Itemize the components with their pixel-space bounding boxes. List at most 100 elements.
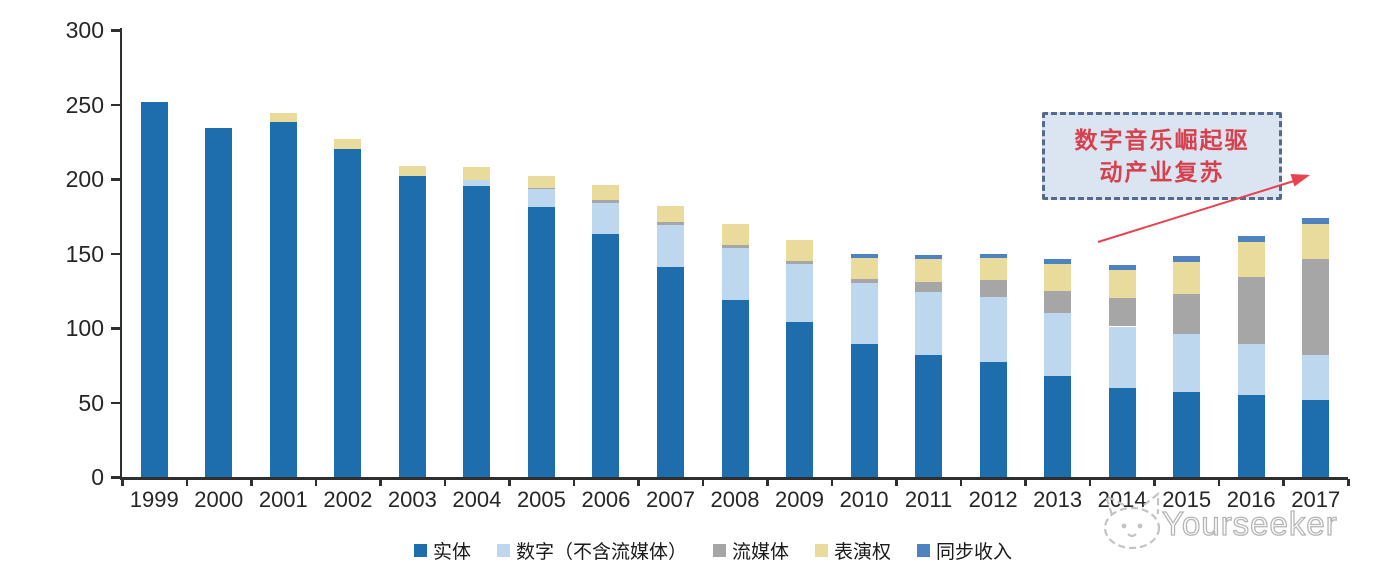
bar-segment-2002 <box>334 149 362 477</box>
x-axis-tick <box>185 479 189 486</box>
bar-segment-2005 <box>527 189 555 208</box>
x-axis-tick <box>1282 479 1285 486</box>
bar-segment-2009 <box>786 322 814 477</box>
y-axis-tick <box>111 29 120 32</box>
legend-swatch-icon <box>413 544 427 557</box>
x-tick-label: 1999 <box>129 487 179 512</box>
bar-segment-2003 <box>398 176 426 477</box>
bar-segment-2017 <box>1302 223 1330 260</box>
x-axis-tick <box>1024 479 1027 486</box>
x-tick-label: 2014 <box>1097 487 1147 512</box>
legend-label: 数字（不含流媒体） <box>515 542 687 563</box>
legend-item: 流媒体 <box>712 537 789 564</box>
bar-segment-2014 <box>1108 298 1136 327</box>
x-axis-tick <box>895 479 898 486</box>
bar-segment-2014 <box>1108 387 1136 477</box>
x-tick-label: 2017 <box>1291 487 1341 512</box>
x-axis-tick <box>701 479 705 486</box>
x-tick-label: 2012 <box>968 487 1018 512</box>
bar-segment-2016 <box>1237 241 1265 278</box>
x-axis-tick <box>379 479 382 486</box>
bar-segment-2010 <box>850 278 878 284</box>
bar-segment-2009 <box>786 240 814 261</box>
x-tick-label: 2000 <box>194 487 244 512</box>
bar-segment-2006 <box>592 184 620 200</box>
legend-label: 同步收入 <box>936 542 1013 563</box>
bar-segment-2014 <box>1108 265 1136 270</box>
bar-segment-2007 <box>656 205 684 223</box>
bar-segment-2013 <box>1044 375 1072 477</box>
bar-segment-2001 <box>269 122 297 477</box>
x-axis-tick <box>1217 479 1221 486</box>
bar-segment-2013 <box>1044 290 1072 314</box>
bar-segment-2000 <box>205 128 233 477</box>
bar-segment-2002 <box>334 138 362 150</box>
x-axis-tick <box>121 479 124 486</box>
x-axis-tick <box>766 479 769 486</box>
x-tick-label: 2004 <box>452 487 502 512</box>
bar-segment-2008 <box>721 247 749 300</box>
x-tick-label: 2016 <box>1226 487 1276 512</box>
x-tick-label: 2013 <box>1033 487 1083 512</box>
bar-segment-2004 <box>463 180 491 187</box>
bar-segment-2006 <box>592 202 620 235</box>
x-tick-label: 2003 <box>387 487 437 512</box>
legend-swatch-icon <box>815 544 828 557</box>
bar-segment-2011 <box>915 259 943 282</box>
bar-segment-2004 <box>463 186 491 477</box>
bar-segment-2016 <box>1237 395 1265 477</box>
x-tick-label: 2005 <box>516 487 566 512</box>
y-axis-tick <box>111 103 120 106</box>
y-tick-label: 150 <box>65 240 104 267</box>
bar-segment-2017 <box>1302 354 1330 400</box>
bar-segment-2014 <box>1108 326 1136 388</box>
bar-segment-2007 <box>656 225 684 267</box>
y-tick-label: 0 <box>91 464 104 490</box>
legend-item: 数字（不含流媒体） <box>496 537 687 564</box>
x-axis-tick <box>443 479 447 486</box>
bar-segment-2012 <box>979 362 1007 477</box>
x-tick-label: 2009 <box>775 487 824 512</box>
x-axis-tick <box>572 479 576 486</box>
y-axis <box>119 28 122 480</box>
bar-segment-2008 <box>721 299 749 477</box>
x-tick-label: 2011 <box>904 487 953 512</box>
bar-segment-2012 <box>979 296 1007 363</box>
y-tick-label: 200 <box>65 166 104 192</box>
bar-segment-2015 <box>1173 293 1201 334</box>
x-tick-label: 2010 <box>839 487 889 512</box>
y-tick-label: 100 <box>65 315 104 341</box>
x-axis <box>119 477 1348 480</box>
y-axis-tick <box>111 327 120 330</box>
annotation-text-line1: 数字音乐崛起驱 <box>1074 127 1250 153</box>
bar-segment-2015 <box>1173 262 1201 294</box>
bar-segment-2010 <box>850 283 878 345</box>
x-axis-tick <box>1088 479 1092 486</box>
bar-segment-2017 <box>1302 217 1330 224</box>
bar-segment-2015 <box>1173 392 1201 477</box>
bar-segment-2012 <box>979 280 1007 297</box>
x-tick-label: 2001 <box>258 487 308 512</box>
y-axis-tick <box>111 178 120 181</box>
bar-segment-2006 <box>592 234 620 477</box>
bar-segment-2017 <box>1302 399 1330 477</box>
bar-segment-2001 <box>269 113 297 123</box>
bar-segment-2012 <box>979 253 1007 258</box>
bar-segment-2013 <box>1044 263 1072 291</box>
legend-label: 流媒体 <box>731 542 789 563</box>
y-axis-tick <box>111 252 120 255</box>
bar-segment-2010 <box>850 344 878 477</box>
x-axis-tick <box>1153 479 1156 486</box>
bar-segment-2017 <box>1302 259 1330 355</box>
x-tick-label: 2002 <box>323 487 373 512</box>
bar-segment-2013 <box>1044 259 1072 264</box>
bar-segment-2008 <box>721 223 749 245</box>
bar-segment-2015 <box>1173 256 1201 263</box>
annotation-box: 数字音乐崛起驱 动产业复苏 <box>1042 112 1282 200</box>
bar-segment-2005 <box>527 176 555 188</box>
y-tick-label: 300 <box>65 17 104 43</box>
bar-segment-2004 <box>463 167 491 181</box>
bar-segment-1999 <box>140 101 168 477</box>
x-axis-tick <box>637 479 640 486</box>
